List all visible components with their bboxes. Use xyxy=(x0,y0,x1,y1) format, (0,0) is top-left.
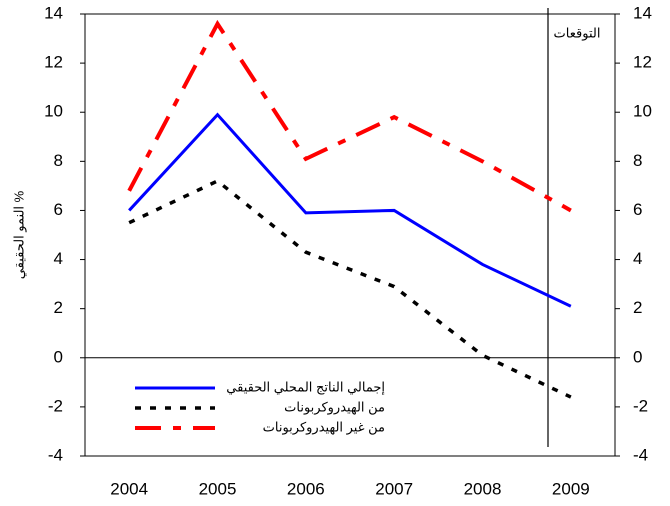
forecast-annotation: التوقعات xyxy=(554,25,601,41)
y-tick-label: 14 xyxy=(44,3,63,22)
y-tick-label: 2 xyxy=(54,298,63,317)
legend-label: من غير الهيدروكربونات xyxy=(263,419,385,435)
y2-tick-label: 6 xyxy=(633,200,642,219)
y2-tick-label: 14 xyxy=(633,3,652,22)
y2-tick-label: -2 xyxy=(633,396,648,415)
series-line xyxy=(128,112,572,308)
y2-tick-label: 2 xyxy=(633,298,642,317)
y2-tick-label: 12 xyxy=(633,53,652,72)
x-tick-label: 2004 xyxy=(110,479,148,498)
x-tick-label: 2005 xyxy=(199,479,237,498)
series-line xyxy=(127,19,572,213)
y2-tick-label: 4 xyxy=(633,249,642,268)
y-tick-label: 12 xyxy=(44,53,63,72)
y2-tick-label: -4 xyxy=(633,445,648,464)
y-tick-label: 10 xyxy=(44,102,63,121)
legend-label: إجمالي الناتج المحلي الحقيقي xyxy=(226,379,385,395)
y2-tick-label: 10 xyxy=(633,102,652,121)
series-line xyxy=(128,178,572,399)
x-tick-label: 2007 xyxy=(375,479,413,498)
y-tick-label: -2 xyxy=(48,396,63,415)
y2-tick-label: 8 xyxy=(633,151,642,170)
y-tick-label: 0 xyxy=(54,347,63,366)
plot-frame xyxy=(84,13,616,457)
y-axis-label: النمو الحقيقي % xyxy=(11,190,27,279)
y-tick-label: 6 xyxy=(54,200,63,219)
y2-tick-label: 0 xyxy=(633,347,642,366)
y-tick-label: 8 xyxy=(54,151,63,170)
x-tick-label: 2006 xyxy=(287,479,325,498)
y-tick-label: -4 xyxy=(48,445,63,464)
y-tick-label: 4 xyxy=(54,249,63,268)
x-tick-label: 2008 xyxy=(464,479,502,498)
legend-label: من الهيدروكربونات xyxy=(284,399,385,415)
x-tick-label: 2009 xyxy=(552,479,590,498)
